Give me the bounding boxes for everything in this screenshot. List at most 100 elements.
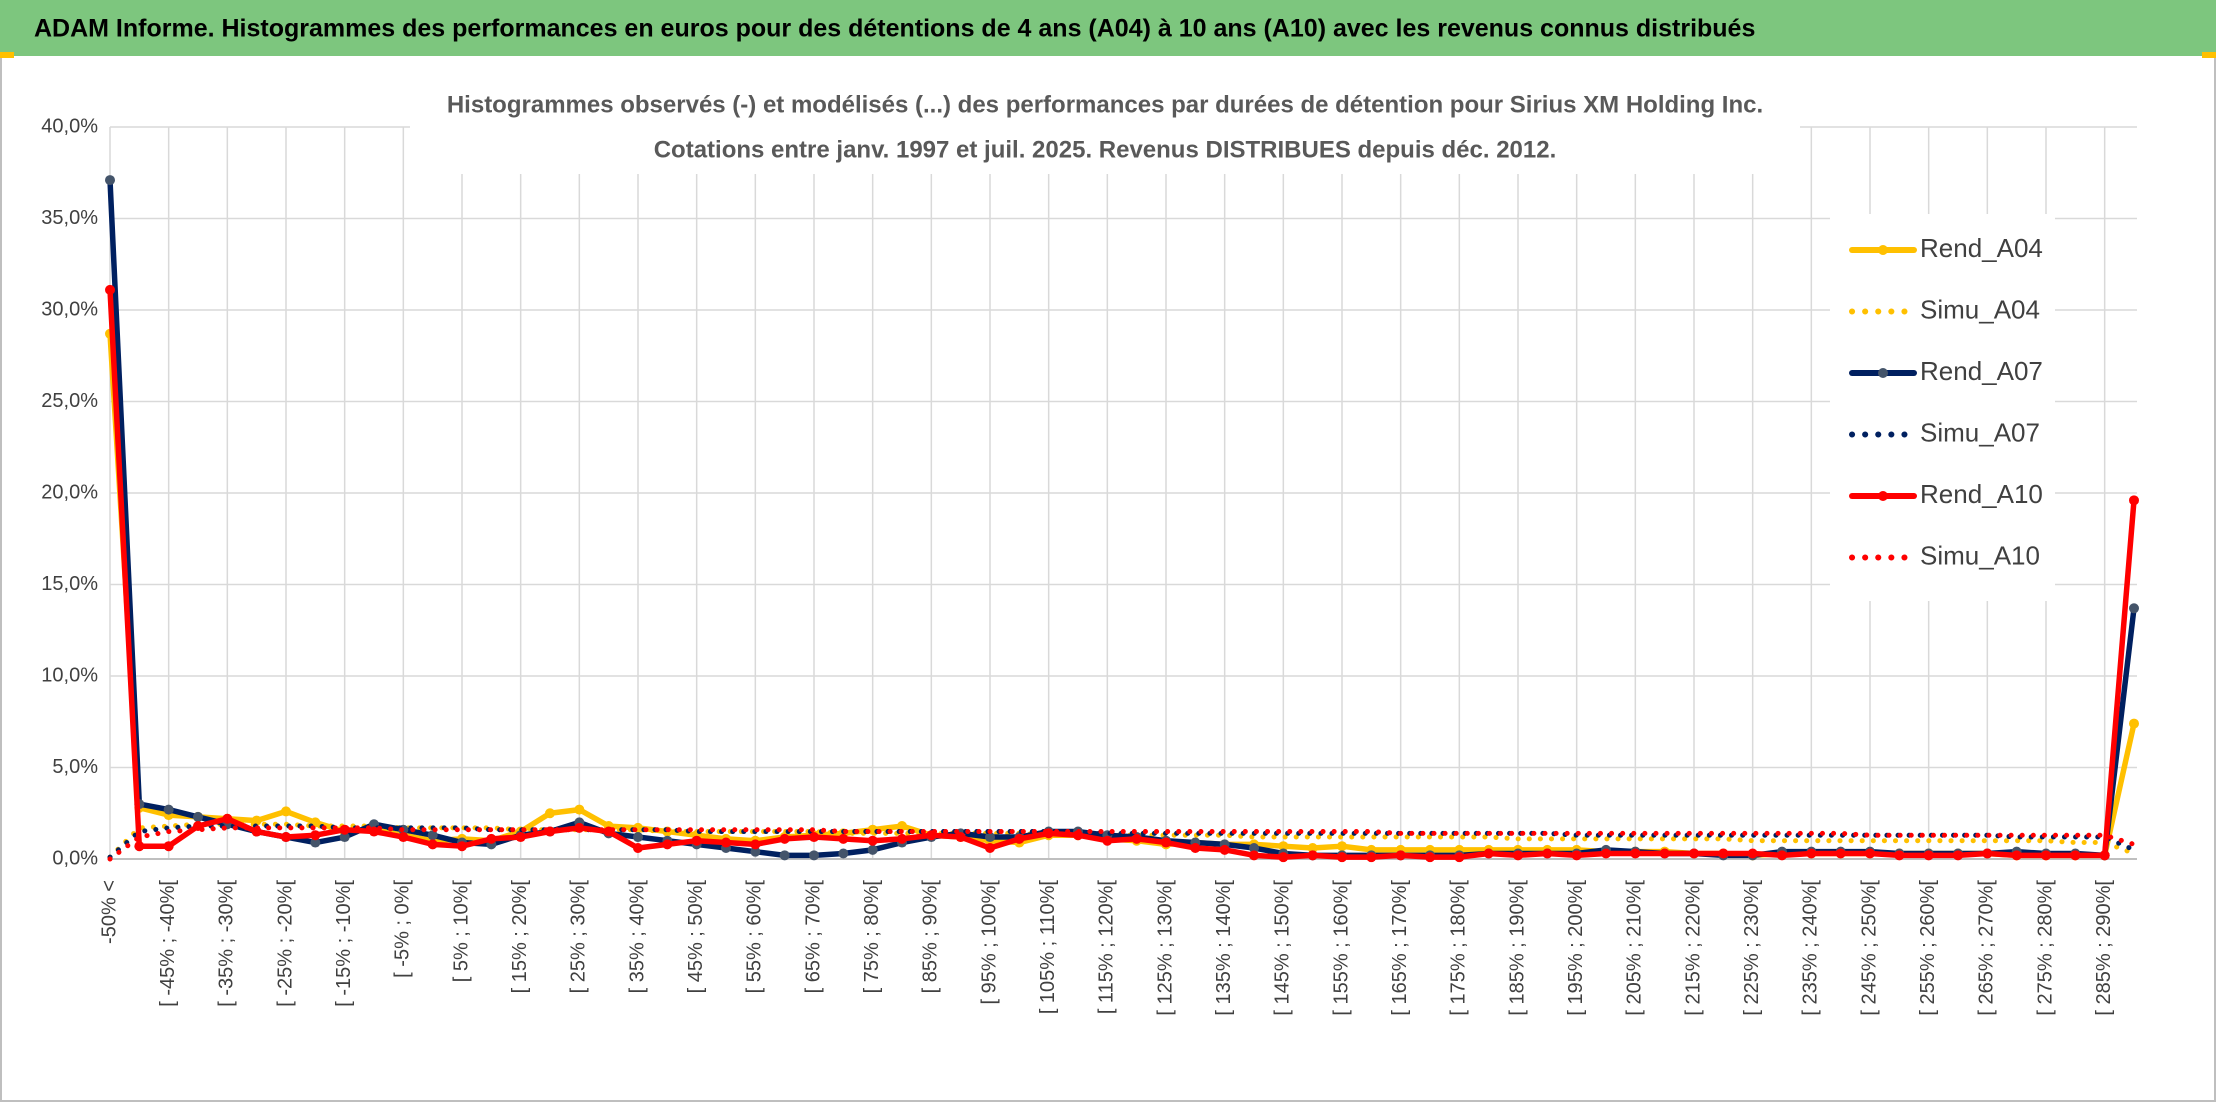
marker [1513,850,1523,861]
x-tick-label: [ 5% ; 10%[ [450,880,472,983]
marker [1278,852,1289,863]
y-tick-label: 10,0% [41,664,98,686]
x-tick-label: [ -25% ; -20%[ [274,880,296,1007]
marker [1777,850,1787,861]
x-tick-label: [ 105% ; 110%[ [1037,880,1059,1015]
marker [897,821,907,832]
marker [779,833,790,844]
y-tick-label: 15,0% [41,573,98,595]
marker [1102,835,1113,846]
marker [662,839,673,850]
marker [691,835,702,846]
marker [1190,843,1201,854]
marker [134,841,145,852]
marker [281,832,291,843]
x-tick-label: -50% < [98,880,120,944]
marker [398,832,409,843]
marker [574,804,585,815]
marker [1161,837,1171,848]
legend-label: Simu_A07 [1920,417,2040,447]
marker [1718,848,1729,859]
x-tick-label: [ 275% ; 280%[ [2034,880,2056,1016]
x-tick-label: [ 265% ; 270%[ [1976,880,1998,1016]
marker [1014,833,1025,844]
marker [1425,852,1435,863]
marker [427,839,438,850]
marker [750,839,761,850]
marker [1454,852,1465,863]
marker [633,843,643,854]
x-tick-label: [ 235% ; 240%[ [1800,880,1822,1016]
marker [1337,841,1347,852]
marker [838,848,849,859]
x-tick-label: [ 165% ; 170%[ [1389,880,1411,1016]
x-tick-label: [ 245% ; 250%[ [1858,880,1880,1016]
marker [369,826,379,837]
y-tick-label: 30,0% [41,298,98,320]
legend-marker [1878,245,1888,255]
marker [2129,495,2139,506]
x-tick-label: [ 25% ; 30%[ [568,880,590,994]
marker [1601,848,1611,859]
marker [515,832,526,843]
marker [633,832,643,843]
corner [2202,52,2216,58]
x-tick-label: [ 35% ; 40%[ [626,880,648,994]
marker [457,841,467,852]
x-tick-label: [ -15% ; -10%[ [333,880,355,1007]
y-tick-label: 20,0% [41,481,98,503]
x-tick-label: [ 215% ; 220%[ [1682,880,1704,1016]
marker [1395,850,1406,861]
legend-label: Rend_A04 [1920,233,2043,263]
legend-label: Simu_A04 [1920,294,2040,324]
marker [1894,850,1905,861]
marker [163,804,174,815]
x-tick-label: [ 155% ; 160%[ [1330,880,1352,1016]
x-tick-label: [ 175% ; 180%[ [1448,880,1470,1016]
legend-marker [1878,491,1888,501]
marker [1630,848,1641,859]
marker [1689,848,1699,859]
marker [1982,848,1993,859]
x-tick-label: [ 65% ; 70%[ [802,880,824,994]
x-tick-label: [ 145% ; 150%[ [1272,880,1294,1016]
marker [1923,850,1934,861]
x-tick-label: [ 75% ; 80%[ [861,880,883,994]
marker [1542,848,1553,859]
marker [105,284,115,295]
marker [1366,852,1377,863]
marker [2041,850,2051,861]
x-tick-label: [ 95% ; 100%[ [978,880,1000,1005]
marker [339,832,350,843]
x-tick-label: [ 45% ; 50%[ [685,880,707,994]
marker [163,841,174,852]
marker [721,837,731,848]
chart-subtitle: Cotations entre janv. 1997 et juil. 2025… [654,136,1557,163]
marker [2070,850,2081,861]
marker [985,832,995,843]
marker [545,808,555,819]
marker [1307,843,1318,854]
marker [1806,848,1817,859]
marker [955,832,966,843]
legend-box [1830,214,2055,601]
marker [1747,848,1758,859]
x-tick-label: [ 195% ; 200%[ [1565,880,1587,1016]
chart-title: Histogrammes observés (-) et modélisés (… [447,91,1763,118]
marker [867,835,878,846]
banner [0,0,2216,56]
series-line-dotted [107,825,2137,862]
marker [750,846,761,857]
marker [1219,844,1230,855]
marker [310,830,321,841]
x-tick-label: [ -45% ; -40%[ [157,880,179,1007]
marker [779,850,790,861]
x-tick-label: [ 125% ; 130%[ [1154,880,1176,1016]
y-tick-label: 5,0% [52,756,98,778]
marker [1835,848,1846,859]
x-tick-label: [ 185% ; 190%[ [1506,880,1528,1016]
x-tick-label: [ 85% ; 90%[ [920,880,942,994]
x-tick-label: [ 55% ; 60%[ [744,880,766,994]
